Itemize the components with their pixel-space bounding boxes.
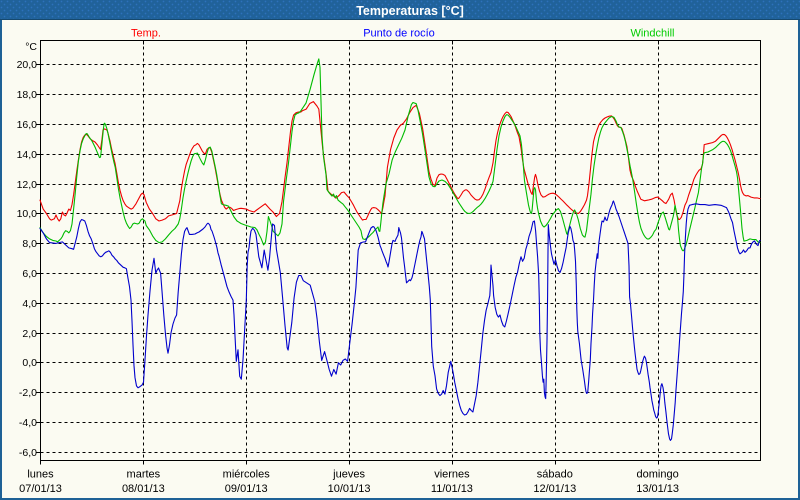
svg-text:12/01/13: 12/01/13 — [533, 483, 576, 495]
svg-text:14,0: 14,0 — [17, 149, 38, 161]
svg-text:jueves: jueves — [332, 469, 365, 481]
svg-text:Windchill: Windchill — [630, 28, 674, 40]
svg-text:-2,0: -2,0 — [19, 387, 37, 399]
svg-text:08/01/13: 08/01/13 — [122, 483, 165, 495]
svg-text:domingo: domingo — [637, 469, 679, 481]
svg-text:4,0: 4,0 — [22, 298, 37, 310]
svg-text:viernes: viernes — [434, 469, 470, 481]
svg-text:miércoles: miércoles — [223, 469, 271, 481]
svg-text:Punto de rocío: Punto de rocío — [363, 28, 435, 40]
svg-text:07/01/13: 07/01/13 — [19, 483, 62, 495]
svg-text:0,0: 0,0 — [22, 357, 37, 369]
svg-text:martes: martes — [127, 469, 161, 481]
svg-text:2,0: 2,0 — [22, 328, 37, 340]
svg-text:20,0: 20,0 — [17, 59, 38, 71]
svg-text:10/01/13: 10/01/13 — [328, 483, 371, 495]
svg-text:-6,0: -6,0 — [19, 447, 37, 459]
svg-text:Temperaturas [°C]: Temperaturas [°C] — [356, 4, 464, 18]
svg-text:sábado: sábado — [537, 469, 573, 481]
svg-text:16,0: 16,0 — [17, 119, 38, 131]
svg-text:13/01/13: 13/01/13 — [636, 483, 679, 495]
svg-text:12,0: 12,0 — [17, 179, 38, 191]
svg-text:6,0: 6,0 — [22, 268, 37, 280]
svg-text:09/01/13: 09/01/13 — [225, 483, 268, 495]
svg-text:11/01/13: 11/01/13 — [431, 483, 473, 495]
svg-text:8,0: 8,0 — [22, 238, 37, 250]
svg-text:Temp.: Temp. — [131, 28, 161, 40]
svg-text:-4,0: -4,0 — [19, 417, 37, 429]
svg-text:lunes: lunes — [27, 469, 54, 481]
svg-text:10,0: 10,0 — [17, 208, 38, 220]
svg-text:°C: °C — [25, 41, 37, 53]
svg-text:18,0: 18,0 — [17, 89, 38, 101]
